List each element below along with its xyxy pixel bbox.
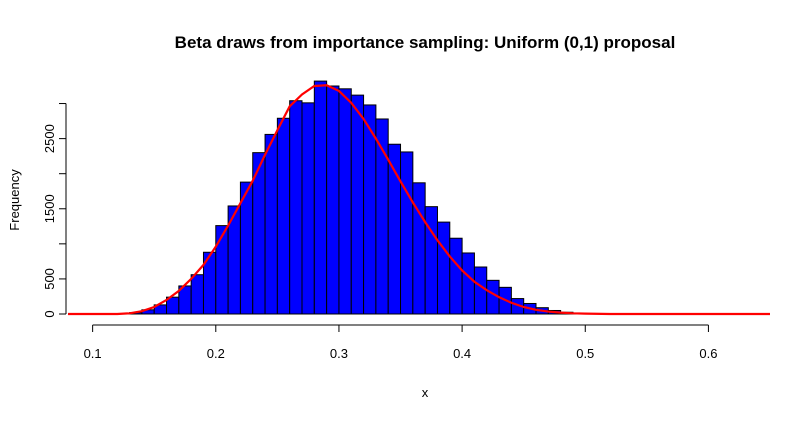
histogram-bar: [313, 80, 328, 315]
x-tick-label: 0.1: [84, 346, 102, 361]
density-curve: [68, 84, 770, 316]
density-curve-group: [68, 84, 770, 316]
y-tick-label: 2500: [42, 124, 57, 153]
histogram-bar: [350, 94, 365, 315]
y-axis: 0 500 1500 2500: [42, 103, 67, 318]
x-axis: 0.1 0.2 0.3 0.4 0.5 0.6: [84, 324, 717, 361]
y-tick-label: 500: [42, 268, 57, 290]
histogram-bar: [436, 221, 451, 315]
histogram-bar: [276, 117, 291, 315]
x-tick-label: 0.3: [330, 346, 348, 361]
y-tick-label: 1500: [42, 194, 57, 223]
histogram-bar: [461, 252, 475, 315]
x-tick-label: 0.4: [453, 346, 471, 361]
histogram-bar: [301, 102, 315, 315]
histogram-bar: [412, 182, 426, 315]
y-axis-label: Frequency: [7, 169, 22, 231]
histogram-bar: [449, 237, 463, 315]
histogram-bar: [326, 85, 340, 315]
histogram-bar: [215, 225, 229, 315]
bars-group: [116, 80, 599, 315]
histogram-bar: [338, 88, 352, 315]
histogram-bar: [289, 100, 303, 315]
histogram-bar: [264, 133, 278, 315]
x-axis-label: x: [422, 385, 429, 400]
x-tick-label: 0.5: [576, 346, 594, 361]
x-tick-label: 0.2: [207, 346, 225, 361]
histogram-bar: [473, 266, 488, 315]
histogram-bar: [400, 151, 414, 315]
y-tick-label: 0: [42, 310, 57, 317]
histogram-bar: [190, 274, 204, 315]
chart-title: Beta draws from importance sampling: Uni…: [175, 33, 676, 52]
histogram-bar: [424, 206, 438, 315]
x-tick-label: 0.6: [699, 346, 717, 361]
